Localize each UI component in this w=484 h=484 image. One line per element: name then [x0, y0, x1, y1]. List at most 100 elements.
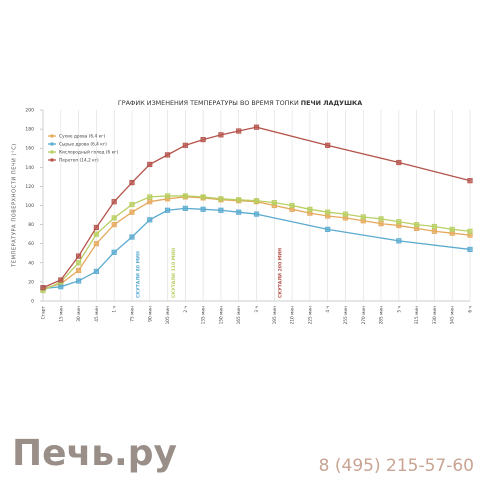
data-point: [467, 246, 473, 253]
x-tick-label: 285 мин: [379, 306, 385, 325]
x-tick-label: 195 мин: [272, 306, 278, 325]
y-tick-label: 200: [25, 108, 34, 114]
data-point: [58, 284, 64, 290]
data-point: [58, 277, 64, 283]
data-point: [431, 223, 438, 230]
data-point: [111, 221, 117, 228]
y-tick-label: 160: [25, 146, 34, 152]
title-part: ПЕЧИ ЛАДУШКА: [301, 99, 362, 107]
data-point: [378, 221, 384, 227]
annotation: СКУТАЛИ 200 МИН: [278, 248, 284, 298]
x-tick-label: 1 ч: [112, 306, 118, 313]
data-point: [93, 231, 99, 237]
legend-label: Сырые дрова (6,4 кг): [59, 142, 107, 148]
x-tick-label: 75 мин: [129, 306, 135, 322]
x-tick-label: 210 мин: [290, 306, 296, 325]
x-tick-label: 225 мин: [307, 306, 313, 325]
legend-label: Сухие дрова (6,4 кг): [59, 134, 105, 140]
data-point: [325, 226, 331, 232]
data-point: [164, 207, 171, 213]
data-point: [414, 221, 420, 228]
data-point: [164, 193, 171, 199]
data-point: [396, 219, 402, 225]
data-point: [93, 241, 99, 247]
data-point: [218, 196, 224, 202]
data-point: [182, 142, 188, 148]
x-tick-label: 5 ч: [396, 306, 402, 313]
legend-marker: [50, 142, 54, 146]
data-point: [75, 253, 82, 259]
x-tick-label: 255 мин: [343, 306, 349, 325]
data-point: [129, 201, 135, 208]
x-tick-label: 15 мин: [58, 306, 64, 322]
data-point: [449, 226, 455, 232]
data-point: [325, 142, 331, 148]
data-point: [200, 137, 206, 143]
y-tick-label: 100: [25, 203, 34, 209]
x-tick-label: 3 ч: [254, 306, 260, 313]
phone: 8 (495) 215-57-60: [319, 456, 474, 476]
x-tick-label: 4 ч: [325, 306, 331, 313]
data-point: [129, 234, 135, 240]
data-point: [147, 217, 153, 223]
series-line: [42, 126, 471, 289]
y-axis-label: ТЕМПЕРАТУРА ПОВЕРХНОСТИ ПЕЧИ (°C): [12, 143, 18, 268]
y-tick-label: 80: [28, 222, 34, 228]
x-tick-label: 270 мин: [361, 306, 367, 325]
chart-title: ГРАФИК ИЗМЕНЕНИЯ ТЕМПЕРАТУРЫ ВО ВРЕМЯ ТО…: [118, 99, 362, 107]
data-point: [218, 207, 224, 213]
data-point: [253, 198, 260, 204]
y-tick-label: 60: [28, 241, 34, 247]
data-point: [93, 224, 99, 231]
data-point: [93, 268, 99, 274]
data-point: [360, 214, 366, 220]
data-point: [200, 194, 206, 200]
data-point: [325, 209, 331, 215]
data-point: [182, 193, 188, 199]
series: [40, 205, 473, 292]
x-tick-label: 165 мин: [236, 306, 242, 325]
y-tick-label: 20: [28, 279, 34, 285]
data-point: [289, 202, 295, 209]
data-point: [111, 199, 117, 205]
data-point: [200, 206, 206, 212]
x-tick-label: 135 мин: [201, 306, 207, 325]
data-point: [253, 124, 260, 130]
data-point: [40, 285, 46, 291]
data-point: [236, 209, 242, 215]
data-point: [236, 197, 242, 203]
data-point: [129, 179, 135, 186]
legend-marker: [50, 134, 54, 138]
x-tick-label: Старт: [41, 306, 47, 320]
y-tick-label: 0: [31, 299, 34, 305]
x-tick-label: 315 мин: [414, 306, 420, 325]
series-line: [42, 207, 471, 290]
data-point: [342, 211, 349, 217]
data-point: [218, 132, 224, 138]
data-point: [467, 228, 473, 234]
data-point: [147, 194, 153, 200]
annotation: СКУТАЛИ 80 МИН: [135, 251, 141, 298]
data-point: [271, 200, 277, 206]
title-part: ГРАФИК ИЗМЕНЕНИЯ ТЕМПЕРАТУРЫ ВО ВРЕМЯ ТО…: [118, 99, 299, 107]
series: [40, 124, 473, 291]
x-tick-label: 2 ч: [183, 306, 189, 313]
legend-label: Перетоп (14,2 кг): [59, 158, 99, 164]
data-point: [147, 199, 153, 205]
series: [40, 193, 473, 294]
data-point: [75, 260, 82, 266]
data-point: [111, 249, 117, 255]
data-point: [467, 178, 473, 184]
legend-marker: [50, 158, 54, 162]
data-point: [378, 216, 384, 222]
x-tick-label: 330 мин: [432, 306, 438, 325]
y-tick-label: 140: [25, 165, 34, 171]
data-point: [129, 209, 135, 215]
data-point: [253, 211, 260, 217]
x-tick-label: 6 ч: [468, 306, 474, 313]
data-point: [396, 238, 402, 244]
legend-marker: [50, 150, 54, 154]
x-tick-label: 345 мин: [450, 306, 456, 325]
data-point: [236, 128, 242, 134]
